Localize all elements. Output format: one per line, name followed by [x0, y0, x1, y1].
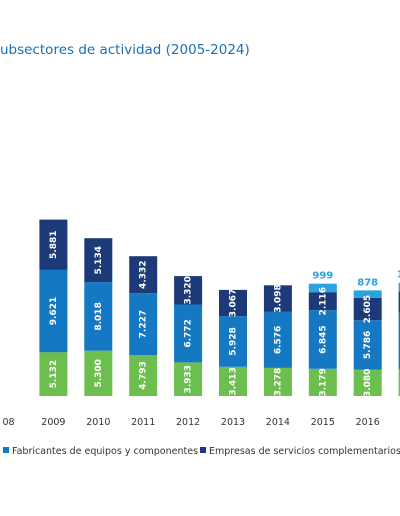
value-label-2-6: 3.098 — [273, 284, 283, 312]
bar-segment-0-6 — [263, 368, 292, 396]
legend-label-1: Empresas de servicios complementarios — [209, 446, 400, 457]
value-label-0-3: 4.793 — [139, 361, 149, 389]
bar-segment-3-9 — [398, 282, 400, 292]
bar-segment-0-3 — [129, 355, 158, 396]
value-label-2-3: 4.332 — [139, 260, 149, 288]
value-label-2-7: 2.116 — [318, 287, 328, 315]
value-label-1-2: 8.018 — [94, 302, 104, 330]
x-tick-5: 2013 — [221, 417, 245, 428]
value-label-1-3: 7.227 — [139, 310, 149, 338]
bar-segment-0-9 — [398, 368, 400, 396]
legend-label-0: Fabricantes de equipos y componentes — [12, 446, 198, 457]
value-label-0-4: 3.933 — [184, 365, 194, 393]
legend: Fabricantes de equipos y componentes Empr… — [3, 446, 400, 457]
value-label-0-6: 3.278 — [273, 368, 283, 396]
bar-segment-2-4 — [174, 276, 203, 305]
bar-segment-1-5 — [219, 316, 247, 367]
bar-segment-0-5 — [219, 366, 247, 396]
bar-segment-2-9 — [398, 291, 400, 313]
x-tick-6: 2014 — [266, 417, 290, 428]
value-label-1-5: 5.928 — [229, 327, 239, 355]
bar-segment-0-7 — [308, 368, 337, 396]
value-label-2-1: 5.881 — [49, 230, 59, 258]
value-label-3-9: 1.006 — [397, 270, 400, 281]
x-axis-ticks: 0820092010201120122013201420152016201720… — [2, 417, 380, 428]
bar-segment-1-1 — [39, 269, 68, 353]
bar-segment-1-2 — [84, 282, 113, 351]
bar-segment-0-4 — [174, 362, 203, 396]
bar-segment-2-6 — [263, 285, 292, 312]
value-label-0-5: 3.413 — [229, 367, 239, 395]
value-label-0-2: 5.300 — [94, 359, 104, 387]
value-label-3-8: 878 — [357, 277, 378, 288]
x-tick-2: 2010 — [86, 417, 110, 428]
bar-segment-1-4 — [174, 304, 203, 363]
x-tick-8: 2016 — [356, 417, 380, 428]
bar-segment-2-3 — [129, 256, 158, 294]
value-label-1-8: 5.786 — [363, 331, 373, 359]
x-tick-7: 2015 — [311, 417, 335, 428]
bar-segment-1-3 — [129, 293, 158, 355]
x-tick-4: 2012 — [176, 417, 200, 428]
x-tick-3: 2011 — [131, 417, 155, 428]
bar-segment-2-7 — [308, 292, 337, 311]
bar-segment-3-7 — [308, 283, 337, 293]
bar-segment-1-9 — [398, 313, 400, 369]
value-label-1-6: 6.576 — [273, 326, 283, 354]
bar-segment-0-2 — [84, 350, 113, 396]
value-label-2-8: 2.605 — [363, 295, 373, 323]
value-label-2-4: 3.320 — [184, 276, 194, 304]
value-label-1-1: 9.621 — [49, 297, 59, 325]
value-label-0-8: 3.080 — [363, 369, 373, 397]
value-label-0-1: 5.132 — [49, 360, 59, 388]
bar-segment-0-1 — [39, 352, 68, 396]
bar-segment-2-5 — [219, 289, 247, 317]
legend-swatch-0 — [3, 447, 9, 453]
value-label-2-5: 3.067 — [229, 289, 239, 317]
x-tick-0: 08 — [2, 417, 14, 428]
value-label-1-4: 6.772 — [184, 319, 194, 347]
bar-segment-2-2 — [84, 238, 113, 283]
legend-swatch-1 — [200, 447, 206, 453]
x-tick-1: 2009 — [41, 417, 65, 428]
bar-segment-2-8 — [353, 297, 382, 321]
chart-title: ubsectores de actividad (2005-2024) — [0, 42, 250, 58]
bar-segment-3-8 — [353, 290, 382, 298]
bar-segment-0-8 — [353, 369, 382, 396]
bar-segment-1-7 — [308, 310, 337, 369]
value-label-1-7: 6.845 — [318, 325, 328, 353]
value-label-0-7: 3.179 — [318, 368, 328, 396]
bar-segment-1-6 — [263, 311, 292, 368]
value-label-3-7: 999 — [312, 271, 333, 282]
value-labels-group: 5.132 9.621 5.881 5.300 8.018 5.134 4.793 7.227… — [49, 230, 400, 397]
bar-segment-2-1 — [39, 219, 68, 270]
bars-group — [39, 219, 400, 396]
value-label-2-2: 5.134 — [94, 246, 104, 274]
bar-segment-1-8 — [353, 320, 382, 370]
